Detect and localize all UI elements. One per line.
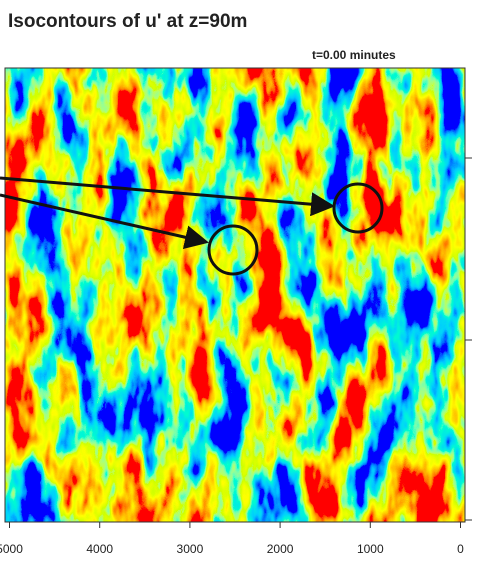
x-tick-label: 4000: [86, 542, 113, 556]
x-tick-label: 3000: [177, 542, 204, 556]
x-tick-label: 1000: [357, 542, 384, 556]
contour-field: [5, 68, 465, 522]
x-tick-label: 2000: [267, 542, 294, 556]
right-ticks: [465, 158, 472, 520]
x-tick-label: 0: [457, 542, 464, 556]
x-tick-label: 5000: [0, 542, 23, 556]
chart: Isocontours of u' at z=90m t=0.00 minute…: [0, 0, 480, 563]
chart-subtitle: t=0.00 minutes: [312, 48, 396, 62]
chart-title: Isocontours of u' at z=90m: [8, 11, 247, 32]
